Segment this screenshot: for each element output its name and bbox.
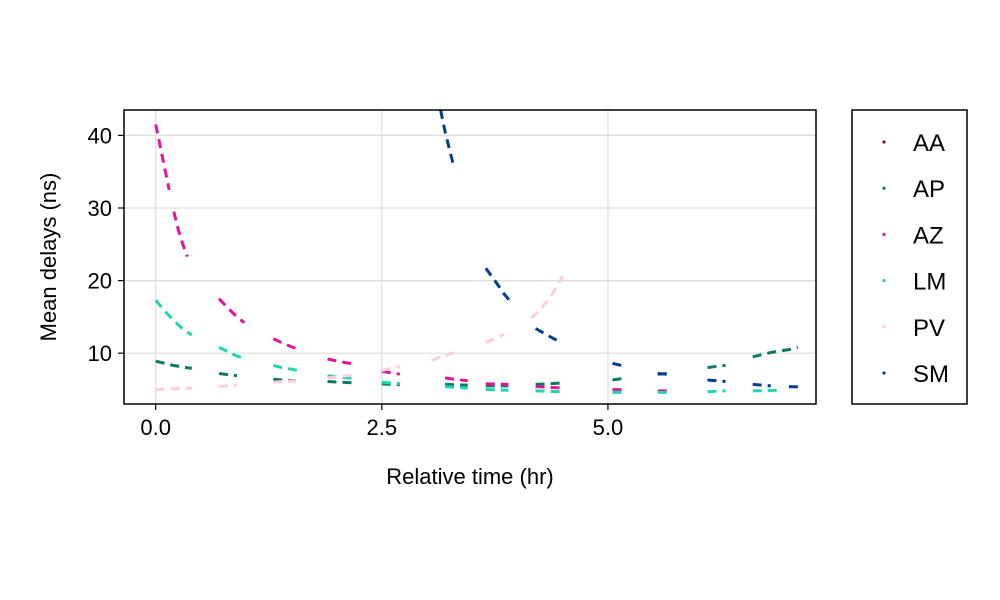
x-tick-label: 0.0	[140, 415, 171, 440]
y-axis-ticks: 10 20 30 40	[88, 123, 124, 366]
series-lm-segment	[707, 389, 726, 394]
series-lm-segment	[535, 389, 563, 394]
x-tick-label: 5.0	[593, 415, 624, 440]
series-ap-segment	[535, 381, 563, 386]
legend-marker-aa	[882, 140, 886, 144]
series-az-segment	[217, 297, 246, 324]
y-tick-label: 20	[88, 269, 112, 294]
series-ap-segment	[327, 380, 355, 385]
series-pv-segment	[155, 386, 192, 391]
series-sm-segment	[707, 378, 726, 383]
legend-marker-ap	[882, 186, 886, 190]
series-sm-segment	[439, 110, 456, 169]
series-az-segment	[272, 337, 300, 351]
series-lm-segment	[444, 385, 468, 390]
series-lm-segment	[752, 388, 780, 393]
legend-box	[851, 109, 968, 405]
legend-marker-lm	[882, 279, 886, 283]
series-az-segment	[444, 376, 468, 383]
plot-data	[154, 110, 799, 394]
x-axis-ticks: 0.0 2.5 5.0	[140, 404, 623, 440]
series-pv-segment	[530, 275, 565, 320]
series-ap-segment	[445, 382, 468, 387]
series-pv-segment	[431, 349, 460, 362]
legend-label-az: AZ	[913, 222, 944, 249]
x-tick-label: 2.5	[367, 415, 398, 440]
series-az-segment	[535, 385, 563, 390]
series-lm-segment	[485, 388, 509, 392]
legend-label-sm: SM	[913, 361, 949, 388]
series-pv-segment	[218, 383, 238, 389]
series-sm-segment	[657, 372, 667, 376]
series-sm-segment	[534, 327, 562, 344]
series-sm-segment	[752, 382, 771, 388]
legend-marker-sm	[882, 371, 886, 375]
y-tick-label: 10	[88, 341, 112, 366]
series-pv-segment	[273, 379, 296, 384]
y-axis-label: Mean delays (ns)	[36, 173, 61, 342]
x-axis-label: Relative time (hr)	[386, 464, 553, 489]
y-tick-label: 30	[88, 196, 112, 221]
series-pv-segment	[381, 364, 401, 373]
series-lm-segment	[272, 364, 299, 373]
legend-marker-az	[882, 232, 886, 236]
series-ap-segment	[218, 372, 238, 378]
series-sm-segment	[484, 267, 513, 304]
grid-lines	[124, 110, 816, 404]
legend-label-pv: PV	[913, 315, 945, 342]
series-pv-segment	[485, 332, 505, 344]
series-az-segment	[327, 357, 355, 366]
series-lm-segment	[218, 346, 245, 360]
series-ap-segment	[155, 359, 193, 370]
series-az-segment	[154, 124, 171, 191]
series-az-segment	[381, 369, 401, 376]
series-ap-segment	[752, 345, 799, 359]
legend-label-lm: LM	[913, 269, 946, 296]
series-az-segment	[485, 382, 509, 386]
series-ap-segment	[707, 364, 726, 370]
series-lm-segment	[154, 299, 193, 337]
series-ap-segment	[612, 377, 622, 382]
series-sm-segment	[612, 361, 622, 367]
y-tick-label: 40	[88, 123, 112, 148]
series-pv-segment	[327, 373, 355, 380]
series-az-segment	[172, 211, 189, 258]
legend-label-aa: AA	[913, 130, 945, 157]
legend: AA AP AZ LM PV SM	[882, 130, 949, 388]
legend-label-ap: AP	[913, 176, 945, 203]
legend-marker-pv	[882, 325, 886, 329]
series-lm-segment	[381, 380, 401, 386]
plot-frame	[123, 109, 817, 405]
